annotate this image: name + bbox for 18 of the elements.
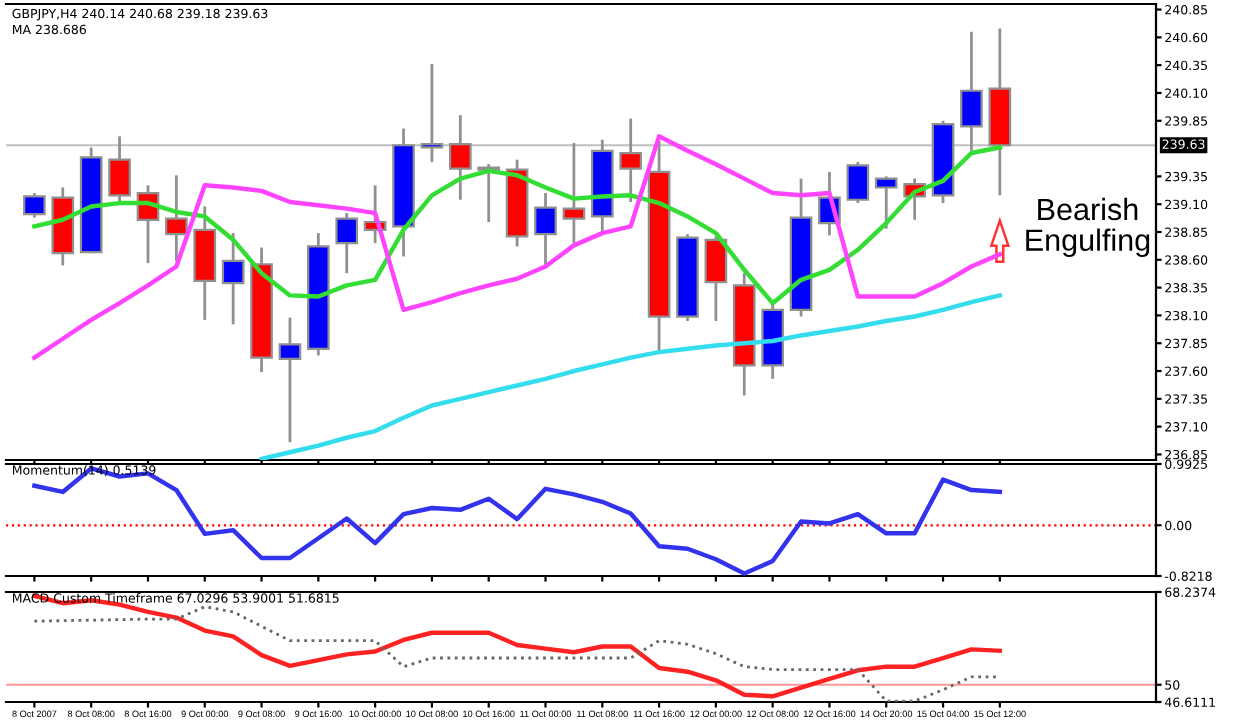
candlestick (874, 175, 898, 231)
candlestick (477, 162, 501, 224)
candlestick (335, 211, 359, 275)
candlestick (960, 30, 983, 153)
candlestick (108, 134, 131, 205)
candlestick (278, 316, 302, 444)
text: Bearish Engulfing (1026, 197, 1150, 258)
candlestick (619, 117, 643, 204)
candlestick (534, 191, 557, 268)
line-series (259, 293, 1003, 460)
candlestick (562, 141, 586, 245)
candlestick (221, 231, 245, 326)
candlestick (165, 173, 188, 263)
candlestick (448, 113, 472, 202)
candlestick (704, 235, 728, 323)
candlestick (846, 160, 870, 205)
candlestick (23, 191, 46, 219)
candlestick (420, 62, 444, 164)
